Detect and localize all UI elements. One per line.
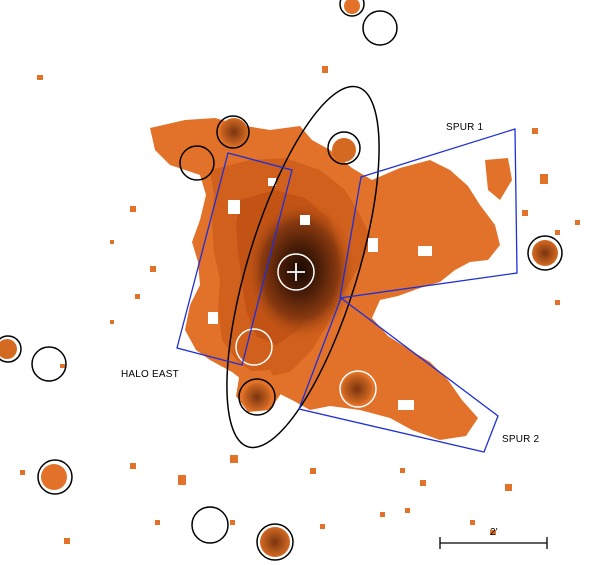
spur1-region	[339, 128, 518, 299]
halo-ellipse	[226, 85, 380, 449]
spur2-region	[298, 296, 499, 453]
scale-bar	[439, 537, 548, 549]
spur2-label: SPUR 2	[502, 434, 540, 445]
diffuse-emission	[150, 118, 512, 440]
point-sources	[0, 0, 558, 557]
center-cross-icon	[287, 263, 305, 281]
scale-bar-label: 2'	[490, 527, 498, 538]
halo-east-region	[176, 152, 293, 366]
spur1-label: SPUR 1	[446, 122, 484, 133]
region-boxes	[176, 128, 518, 453]
halo-east-label: HALO EAST	[121, 369, 179, 380]
source-circles	[0, 0, 563, 561]
emission-specks	[20, 66, 580, 544]
